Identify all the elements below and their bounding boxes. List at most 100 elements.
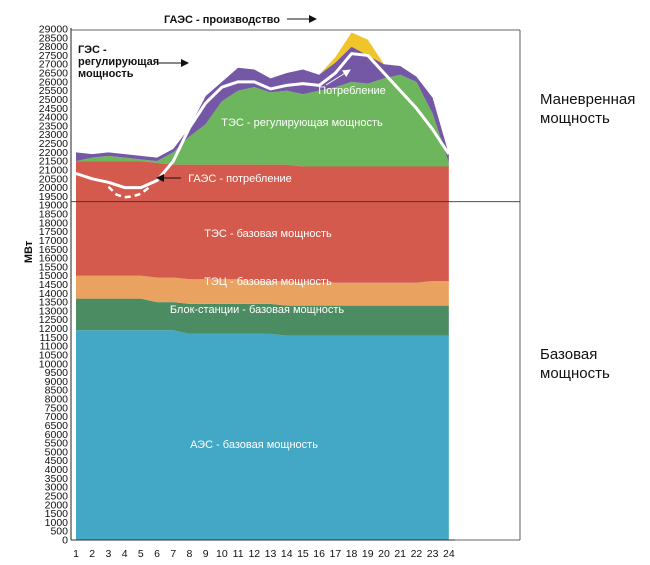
x-tick-label: 19 <box>362 548 374 560</box>
y-tick-label: 8500 <box>45 385 69 397</box>
y-tick-label: 20500 <box>39 173 68 185</box>
y-tick-label: 22500 <box>39 138 68 150</box>
label-maneuver-line1: Маневренная <box>540 91 635 108</box>
y-tick-label: 3000 <box>45 482 69 494</box>
y-tick-label: 7000 <box>45 411 69 423</box>
y-tick-label: 5000 <box>45 446 69 458</box>
y-tick-label: 16500 <box>39 244 68 256</box>
y-tick-label: 2500 <box>45 490 69 502</box>
y-tick-label: 20000 <box>39 182 68 194</box>
y-tick-label: 24000 <box>39 112 68 124</box>
y-tick-label: 28500 <box>39 32 68 44</box>
x-tick-label: 10 <box>216 548 228 560</box>
y-tick-label: 28000 <box>39 41 68 53</box>
y-tick-label: 7500 <box>45 402 69 414</box>
x-tick-label: 4 <box>122 548 128 560</box>
y-tick-label: 9500 <box>45 367 69 379</box>
y-tick-label: 27000 <box>39 59 68 71</box>
x-tick-label: 17 <box>330 548 342 560</box>
label-base-line2: мощность <box>540 365 610 382</box>
y-tick-label: 25500 <box>39 85 68 97</box>
y-tick-label: 11500 <box>40 332 69 344</box>
y-tick-label: 13500 <box>39 297 68 309</box>
y-tick-label: 24500 <box>39 103 68 115</box>
area-layer-5 <box>76 46 449 163</box>
y-tick-label: 11000 <box>40 341 69 353</box>
y-tick-label: 6500 <box>45 420 69 432</box>
y-tick-label: 8000 <box>45 394 69 406</box>
label-ges-line1: ГЭС - <box>78 44 107 56</box>
area-layer-3 <box>76 161 449 283</box>
y-tick-label: 15500 <box>39 261 68 273</box>
label-block-stations: Блок-станции - базовая мощность <box>170 304 345 316</box>
y-tick-label: 3500 <box>45 473 69 485</box>
x-tick-label: 13 <box>265 548 277 560</box>
y-tick-label: 5500 <box>45 438 69 450</box>
y-tick-label: 12000 <box>39 323 68 335</box>
area-layer-1 <box>76 298 449 336</box>
y-tick-label: 15000 <box>39 270 68 282</box>
y-tick-label: 17000 <box>39 235 68 247</box>
arrow-consumption <box>325 69 351 86</box>
y-tick-label: 19500 <box>39 191 68 203</box>
label-gaes-consumption: ГАЭС - потребление <box>188 173 292 185</box>
x-tick-label: 15 <box>297 548 309 560</box>
y-tick-label: 14000 <box>39 288 68 300</box>
x-tick-label: 5 <box>138 548 144 560</box>
y-tick-label: 10000 <box>39 358 68 370</box>
y-tick-label: 22000 <box>39 147 68 159</box>
area-layer-0 <box>76 330 449 540</box>
x-tick-label: 11 <box>233 548 244 560</box>
x-tick-label: 3 <box>105 548 111 560</box>
y-tick-label: 4500 <box>45 455 69 467</box>
x-tick-label: 1 <box>73 548 79 560</box>
x-tick-label: 21 <box>394 548 406 560</box>
x-tick-label: 6 <box>154 548 160 560</box>
x-tick-label: 2 <box>89 548 95 560</box>
label-tes-base: ТЭС - базовая мощность <box>204 228 332 240</box>
y-tick-label: 9000 <box>45 376 69 388</box>
x-tick-label: 23 <box>427 548 439 560</box>
y-tick-label: 25000 <box>39 94 68 106</box>
x-tick-label: 24 <box>443 548 455 560</box>
label-ges-line3: мощность <box>78 68 134 80</box>
label-gaes-production: ГАЭС - производство <box>164 14 280 26</box>
x-tick-label: 22 <box>411 548 423 560</box>
x-tick-label: 14 <box>281 548 293 560</box>
gaes-consumption-line <box>107 185 150 199</box>
label-consumption: Потребление <box>318 85 386 97</box>
x-tick-label: 7 <box>170 548 176 560</box>
label-maneuver-line2: мощность <box>540 110 610 127</box>
label-base-line1: Базовая <box>540 346 597 363</box>
y-tick-label: 23000 <box>39 129 68 141</box>
y-tick-label: 13000 <box>39 305 68 317</box>
x-tick-label: 8 <box>187 548 193 560</box>
label-ges-line2: регулирующая <box>78 56 159 68</box>
y-tick-label: 14500 <box>39 279 68 291</box>
y-tick-label: 21500 <box>39 156 68 168</box>
y-tick-label: 21000 <box>39 164 68 176</box>
x-tick-label: 9 <box>203 548 209 560</box>
y-tick-label: 18000 <box>39 217 68 229</box>
y-tick-label: 1500 <box>45 508 69 520</box>
x-tick-label: 18 <box>346 548 358 560</box>
consumption-line <box>75 52 451 190</box>
y-tick-label: 4000 <box>45 464 69 476</box>
area-layer-4 <box>76 74 449 167</box>
label-tec-base: ТЭЦ - базовая мощность <box>204 276 332 288</box>
y-tick-label: 1000 <box>45 517 69 529</box>
y-tick-label: 26000 <box>39 76 68 88</box>
y-tick-label: 29000 <box>39 24 68 36</box>
y-tick-label: 26500 <box>39 68 68 80</box>
y-tick-label: 2000 <box>45 499 69 511</box>
y-tick-label: 500 <box>50 526 68 538</box>
y-tick-label: 27500 <box>39 50 68 62</box>
y-tick-label: 6000 <box>45 429 69 441</box>
y-tick-label: 18500 <box>39 209 68 221</box>
area-layer-2 <box>76 275 449 306</box>
x-tick-label: 20 <box>378 548 390 560</box>
y-tick-label: 0 <box>62 535 68 547</box>
label-tes-regulating: ТЭС - регулирующая мощность <box>221 117 383 129</box>
y-tick-label: 10500 <box>39 349 68 361</box>
